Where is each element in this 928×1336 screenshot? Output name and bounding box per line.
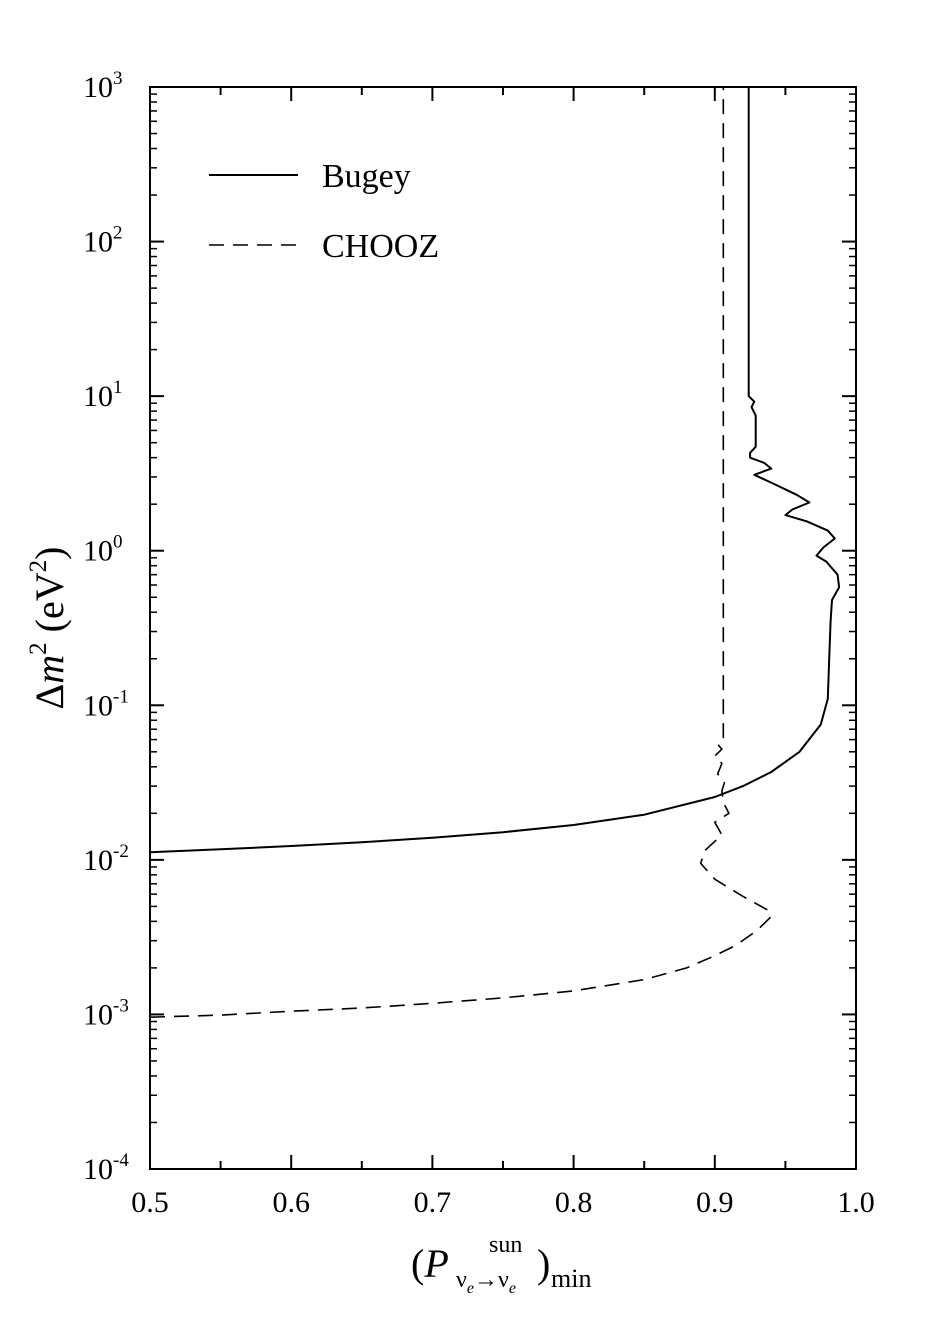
axis-ticks: 0.5 0.6 0.7 0.8 0.9 1.0 10-4 10-3 10-2 10-1 100 101… [83, 68, 875, 1219]
x-title-sup: sun [489, 1232, 522, 1258]
y-title-delta: Δ [27, 684, 72, 710]
svg-text:νe→νe: νe→νe [456, 1267, 516, 1297]
y-title-unit-sup: 2 [25, 560, 52, 573]
legend-label-bugey: Bugey [322, 158, 411, 195]
x-title-e-a: e [467, 1280, 474, 1297]
y-tick-label: 103 [83, 68, 123, 104]
y-title-m: m [27, 655, 72, 684]
x-title-nu-b: ν [498, 1267, 509, 1293]
svg-text:(P: (P [411, 1241, 449, 1286]
x-tick-label: 1.0 [837, 1186, 875, 1219]
y-title-unit-close: ) [27, 547, 72, 560]
y-title-m-sup: 2 [25, 642, 52, 655]
x-tick-label: 0.7 [414, 1186, 452, 1219]
y-tick-label: 10-3 [83, 995, 129, 1031]
y-tick-label: 101 [83, 377, 123, 413]
data-curves [149, 87, 841, 1018]
y-tick-label: 102 [83, 223, 123, 259]
x-axis-title: (P νe→νe sun ) min [411, 1232, 591, 1297]
legend-label-chooz: CHOOZ [322, 228, 439, 265]
x-title-close: ) [537, 1241, 550, 1286]
x-title-tail: min [551, 1264, 591, 1293]
x-title-open: ( [411, 1241, 424, 1286]
svg-text:Δm2 (eV2): Δm2 (eV2) [25, 547, 72, 710]
series-line-chooz [149, 87, 773, 1018]
x-title-e-b: e [509, 1280, 516, 1297]
series-line-bugey [149, 87, 841, 854]
x-title-arrow: → [474, 1267, 498, 1293]
x-tick-label: 0.6 [272, 1186, 310, 1219]
x-title-symbol: P [423, 1241, 448, 1286]
x-title-nu-a: ν [456, 1267, 467, 1293]
y-axis-title: Δm2 (eV2) [25, 547, 72, 710]
y-tick-label: 10-4 [83, 1150, 129, 1186]
x-tick-label: 0.8 [555, 1186, 593, 1219]
x-tick-label: 0.9 [696, 1186, 734, 1219]
plot-frame [149, 86, 857, 1170]
y-tick-label: 10-2 [83, 841, 129, 877]
legend: Bugey CHOOZ [209, 158, 439, 265]
y-tick-label: 100 [83, 532, 123, 568]
x-tick-label: 0.5 [131, 1186, 169, 1219]
y-title-unit-open: (eV [27, 572, 72, 642]
y-tick-label: 10-1 [83, 686, 129, 722]
